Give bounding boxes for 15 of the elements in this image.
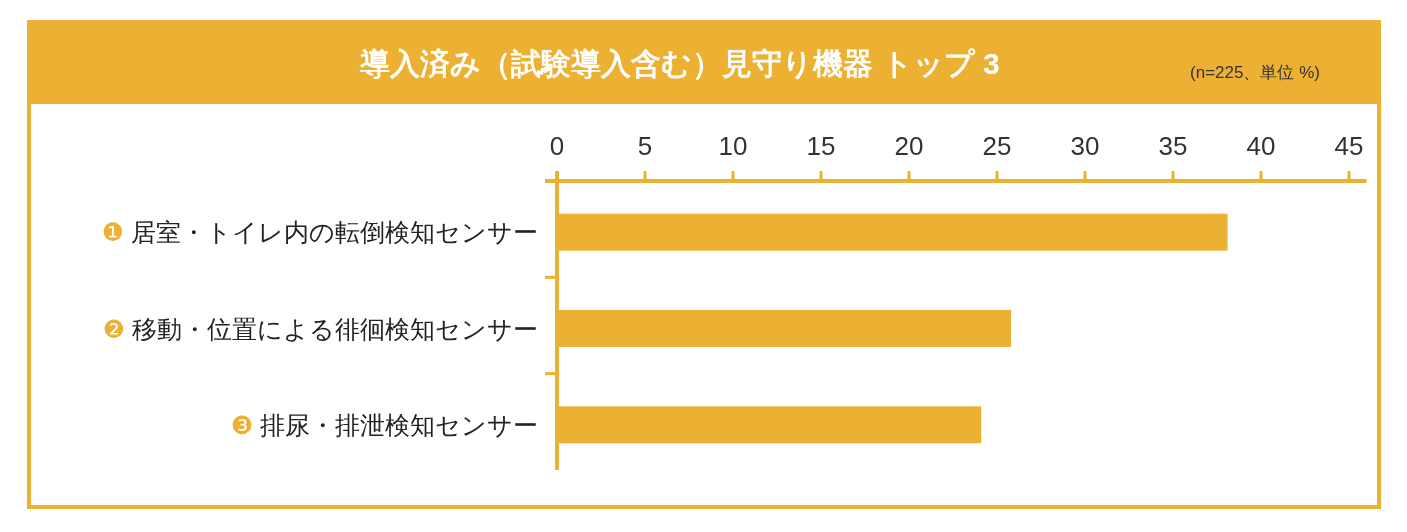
x-tick-label: 45 [1334, 131, 1364, 161]
x-tick-label: 5 [637, 131, 653, 161]
x-tick-label: 10 [718, 131, 748, 161]
y-tick-label: ❷ 移動・位置による徘徊検知センサー [102, 314, 538, 343]
y-tick-label: ❶ 居室・トイレ内の転倒検知センサー [101, 218, 538, 247]
x-tick-label: 20 [894, 131, 924, 161]
x-tick-label: 25 [982, 131, 1012, 161]
x-tick-label: 40 [1246, 131, 1276, 161]
chart-title: 導入済み（試験導入含む）見守り機器 トップ 3 [359, 47, 1000, 80]
x-tick-label: 35 [1158, 131, 1188, 161]
x-tick-label: 0 [549, 131, 565, 161]
y-tick-label: ❸ 排尿・排泄検知センサー [230, 410, 538, 439]
chart-subtitle: (n=225、単位 %) [1190, 63, 1320, 82]
x-tick-label: 30 [1070, 131, 1100, 161]
x-tick-label: 15 [806, 131, 836, 161]
